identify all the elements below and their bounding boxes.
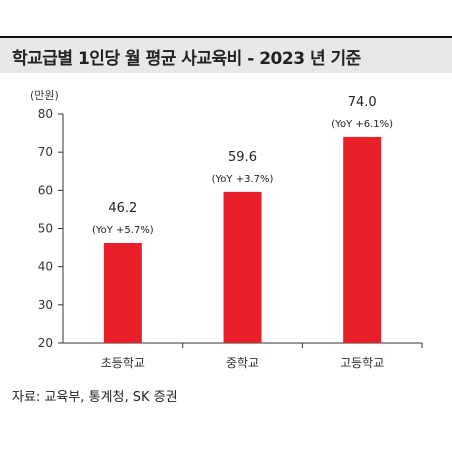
chart-title: 학교급별 1인당 월 평균 사교육비 - 2023 년 기준 — [12, 49, 361, 69]
x-tick-label: 초등학교 — [101, 356, 145, 370]
title-bar: 학교급별 1인당 월 평균 사교육비 - 2023 년 기준 — [0, 36, 452, 73]
yoy-annotation: (YoY +5.7%) — [92, 225, 154, 236]
y-tick-label: 30 — [38, 298, 53, 312]
y-tick-label: 40 — [38, 260, 53, 274]
y-tick-label: 50 — [38, 222, 53, 236]
data-label: 59.6 — [228, 150, 257, 165]
y-tick-label: 70 — [38, 145, 53, 159]
bar — [343, 136, 382, 343]
y-tick-label: 60 — [38, 183, 53, 197]
source-note: 자료: 교육부, 통계청, SK 증권 — [12, 390, 178, 405]
yoy-annotation: (YoY +6.1%) — [331, 119, 393, 130]
y-unit-label: (만원) — [30, 89, 59, 102]
bar — [103, 243, 142, 343]
yoy-annotation: (YoY +3.7%) — [212, 174, 274, 185]
y-tick-label: 80 — [38, 107, 53, 121]
x-tick-label: 고등학교 — [340, 356, 384, 370]
bar — [223, 191, 262, 343]
y-tick-label: 20 — [38, 336, 53, 350]
x-tick-label: 중학교 — [226, 356, 259, 370]
data-label: 46.2 — [108, 201, 137, 216]
data-label: 74.0 — [348, 95, 377, 110]
bar-chart: (만원) 20 30 40 50 60 70 80 46.2 (YoY +5.7%) 초등학교 59.… — [30, 89, 423, 370]
